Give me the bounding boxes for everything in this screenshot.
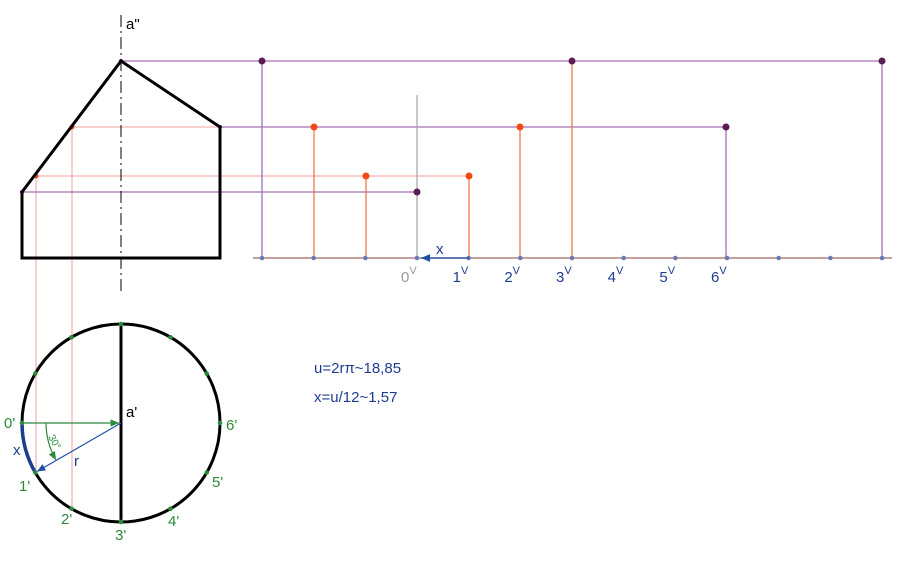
dot <box>724 255 730 261</box>
dot <box>310 123 318 131</box>
dot <box>32 470 38 475</box>
axis-label: a" <box>126 16 140 33</box>
formula: u=2rπ~18,85 <box>314 360 401 377</box>
dot <box>569 255 575 261</box>
point-label: 1' <box>19 478 30 495</box>
dot <box>673 255 678 261</box>
tick-sup: V <box>564 265 572 277</box>
dot <box>217 420 223 426</box>
dot <box>19 420 25 426</box>
dot <box>69 506 74 512</box>
dot <box>878 57 886 65</box>
tick-label: 6V <box>711 265 727 286</box>
projection-lines <box>35 126 469 509</box>
dot <box>168 506 173 512</box>
dot <box>516 123 524 131</box>
tick-base: 0 <box>401 269 409 286</box>
orange-lines <box>313 61 573 258</box>
point-label: 4' <box>168 513 179 530</box>
point-label: 5' <box>212 474 223 491</box>
dot <box>363 255 368 261</box>
tick-label: 5V <box>659 265 675 286</box>
dot <box>258 57 266 65</box>
arc-x <box>20 422 37 474</box>
point-label: 6' <box>226 417 237 434</box>
dot <box>518 255 523 261</box>
angle-arc <box>45 422 57 461</box>
radius-arrow <box>36 422 122 473</box>
tick-base: 3 <box>556 269 564 286</box>
dot <box>118 519 124 525</box>
tick-sup: V <box>513 265 521 277</box>
tick-sup: V <box>616 265 624 277</box>
dot <box>465 172 473 180</box>
tick-sup: V <box>719 265 727 277</box>
dot <box>69 334 74 340</box>
arc-label: x <box>13 442 21 459</box>
dot <box>118 321 124 327</box>
dot <box>722 123 730 131</box>
dot <box>621 255 626 261</box>
tick-label: 2V <box>504 265 520 286</box>
point-label: 3' <box>115 527 126 544</box>
tick-labels: 0V 1V 2V 3V 4V 5V 6V <box>401 265 727 286</box>
tick-label: 1V <box>453 265 469 286</box>
dot <box>362 172 370 180</box>
baseline-dots <box>259 255 885 261</box>
tick-label: 0V <box>401 265 417 286</box>
dot <box>568 57 576 65</box>
angle-label: 30° <box>45 433 62 452</box>
front-view <box>20 58 222 260</box>
point-label: 2' <box>61 511 72 528</box>
center-label: a' <box>126 404 137 421</box>
point-label: 0' <box>4 415 15 432</box>
dot <box>414 255 420 261</box>
dot <box>259 255 265 261</box>
dot <box>311 255 316 261</box>
purple-lines <box>22 60 883 258</box>
formula: x=u/12~1,57 <box>314 389 397 406</box>
tick-sup: V <box>461 265 469 277</box>
dot <box>879 255 885 261</box>
radius-label: r <box>74 453 79 470</box>
tick-label: 3V <box>556 265 572 286</box>
step-label: x <box>436 241 444 258</box>
tick-label: 4V <box>608 265 624 286</box>
tick-sup: V <box>409 265 417 277</box>
dot <box>204 371 210 376</box>
point-labels: 0' 1' 2' 3' 4' 5' 6' <box>4 415 237 544</box>
dot <box>168 334 173 340</box>
dot <box>204 470 210 475</box>
dot <box>828 255 833 261</box>
tick-base: 5 <box>659 269 667 286</box>
tick-base: 1 <box>453 269 461 286</box>
tick-sup: V <box>668 265 676 277</box>
tick-base: 4 <box>608 269 616 286</box>
tick-base: 6 <box>711 269 719 286</box>
dot <box>776 255 781 261</box>
orange-dots <box>33 123 524 180</box>
circle-points <box>19 321 223 525</box>
dot <box>32 371 38 376</box>
tick-base: 2 <box>504 269 512 286</box>
dot <box>413 188 421 196</box>
